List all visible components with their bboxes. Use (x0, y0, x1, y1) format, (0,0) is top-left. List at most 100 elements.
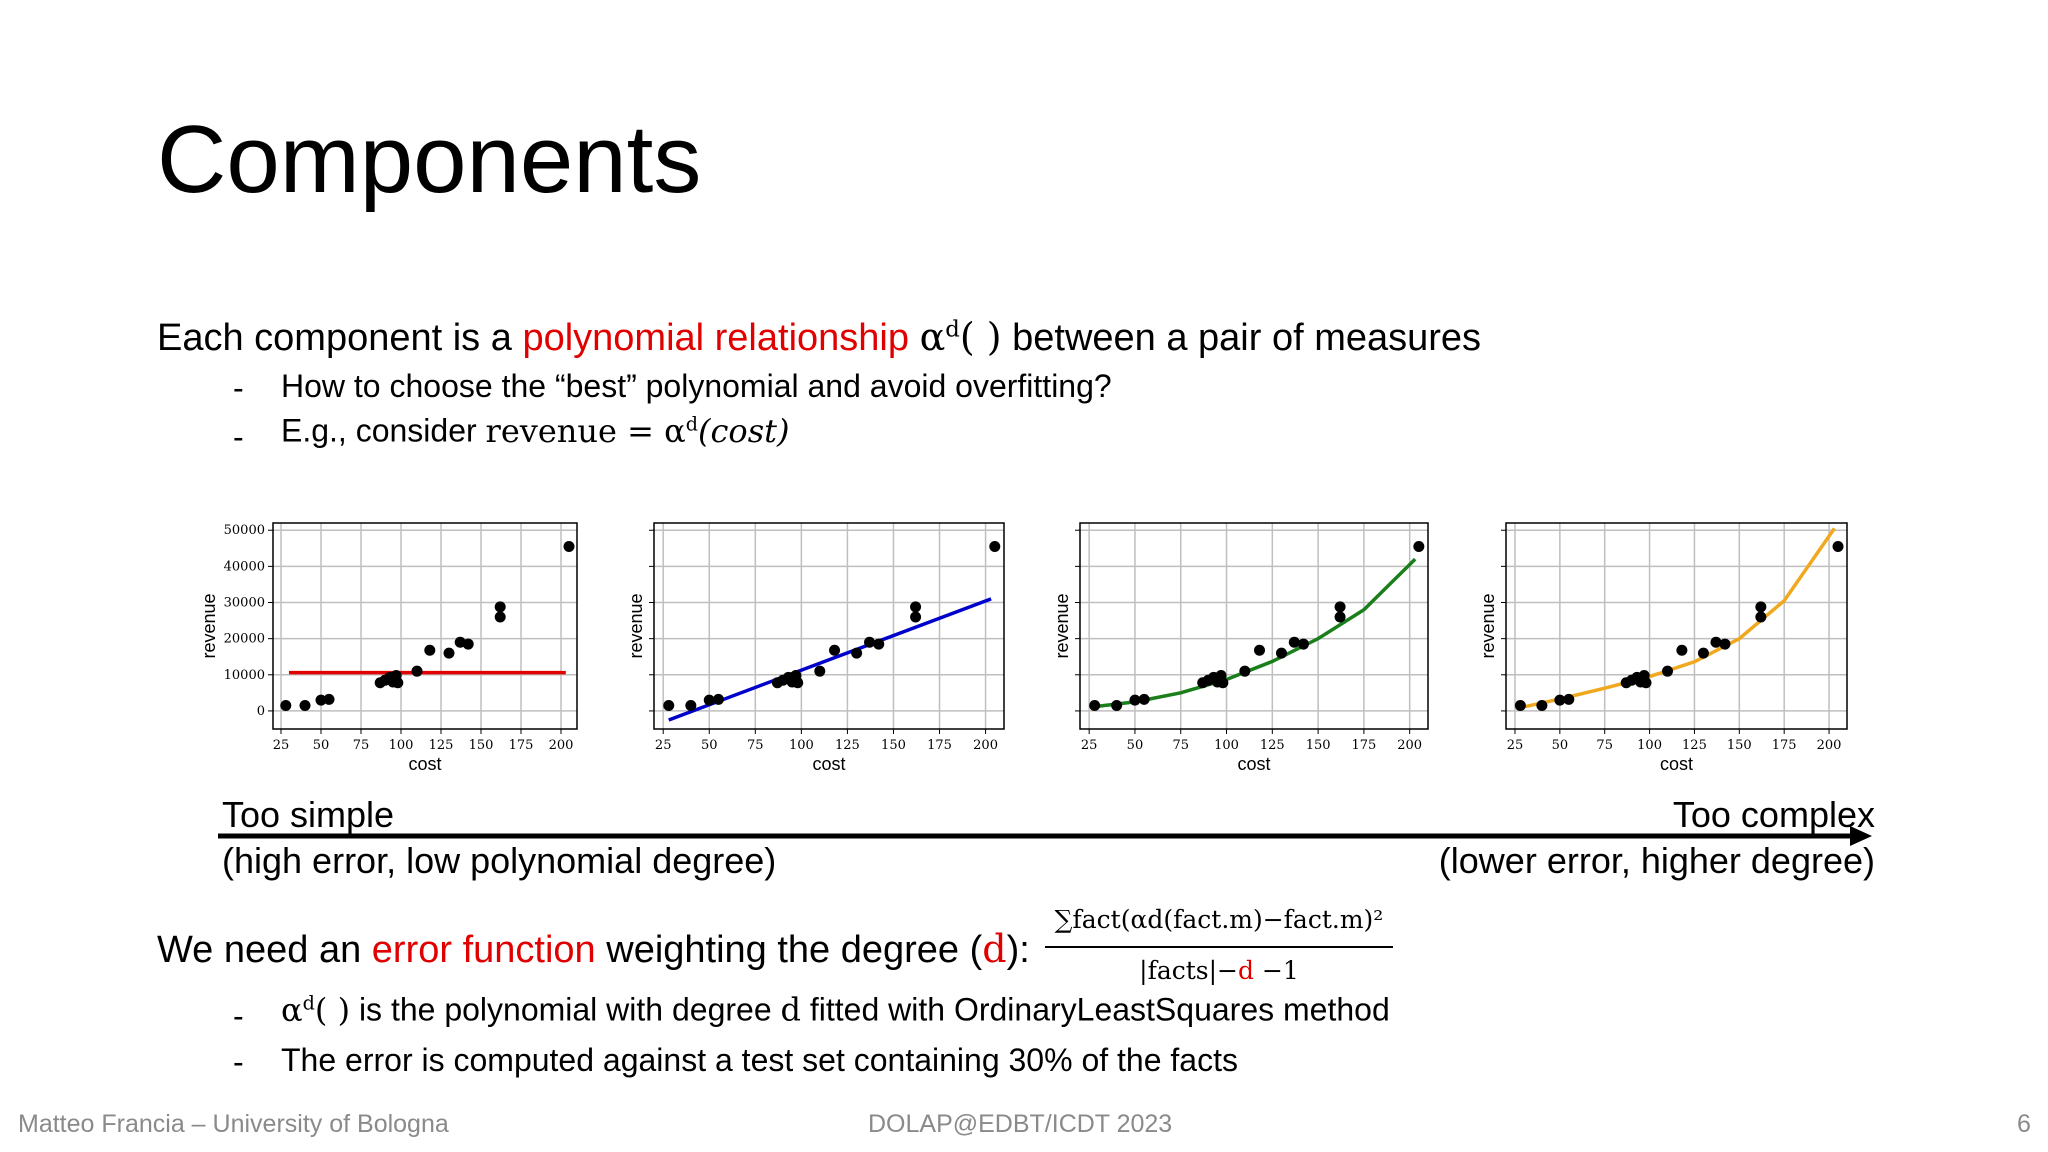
data-point (280, 700, 292, 712)
data-point (829, 644, 841, 656)
data-point (989, 540, 1001, 552)
error-formula-denominator: |facts|−d −1 (1139, 956, 1299, 985)
error-formula-numerator: ∑fact(αd(fact.m)−fact.m)² (1054, 905, 1384, 934)
data-point (1514, 700, 1526, 712)
data-point (1138, 693, 1150, 705)
bullet-text: The error is computed against a test set… (281, 1042, 1238, 1078)
intro-before: Each component is a (157, 317, 523, 359)
data-point (1334, 611, 1346, 623)
data-point (494, 611, 506, 623)
data-point (1089, 700, 1101, 712)
x-tick-label: 150 (1306, 738, 1331, 753)
x-tick-label: 150 (1727, 738, 1752, 753)
x-axis-label: cost (1660, 754, 1693, 774)
x-tick-label: 150 (881, 738, 906, 753)
x-tick-label: 100 (1637, 738, 1662, 753)
x-tick-label: 125 (429, 738, 454, 753)
x-tick-label: 50 (1127, 738, 1144, 753)
x-tick-label: 175 (1351, 738, 1376, 753)
revenue-formula: revenue = αd(cost) (485, 411, 790, 450)
bullet-dash: - (233, 419, 244, 455)
data-point (1697, 647, 1709, 659)
x-tick-label: 175 (927, 738, 952, 753)
data-point (323, 693, 335, 705)
too-simple-label: Too simple (222, 794, 395, 835)
x-axis-label: cost (812, 754, 845, 774)
x-tick-label: 175 (1772, 738, 1797, 753)
data-point (1719, 638, 1731, 650)
data-point (712, 693, 724, 705)
charts-area: 25 50 75 100 125 150 175 200 0 10000 20000 30000 400… (199, 522, 1848, 774)
y-axis-label: revenue (1052, 593, 1072, 658)
data-point (1554, 694, 1566, 706)
data-point (910, 601, 922, 613)
data-point (494, 601, 506, 613)
x-tick-label: 100 (789, 738, 814, 753)
data-point (864, 636, 876, 648)
x-tick-label: 100 (1214, 738, 1239, 753)
bullet-text: E.g., consider revenue = αd(cost) (281, 411, 790, 450)
y-tick-label: 0 (257, 704, 265, 719)
data-point (1334, 601, 1346, 613)
bullet-dash: - (233, 998, 244, 1034)
bullet-dash: - (233, 1044, 244, 1080)
data-point (1676, 644, 1688, 656)
data-point (1288, 636, 1300, 648)
too-complex-label: Too complex (1672, 794, 1875, 835)
data-point (1563, 693, 1575, 705)
error-line: We need an error function weighting the … (157, 927, 1030, 971)
data-point (1640, 677, 1652, 689)
x-tick-label: 25 (1081, 738, 1098, 753)
too-simple-detail: (high error, low polynomial degree) (222, 840, 777, 881)
bullet-dash: - (233, 370, 244, 406)
data-point (1755, 611, 1767, 623)
slide-title: Components (157, 106, 702, 213)
data-point (1111, 700, 1123, 712)
data-point (392, 677, 404, 689)
intro-line: Each component is a polynomial relations… (157, 318, 1481, 357)
x-axis-label: cost (408, 754, 441, 774)
data-point (1413, 540, 1425, 552)
data-point (411, 665, 423, 677)
intro-after: between a pair of measures (1001, 317, 1482, 359)
data-point (1662, 665, 1674, 677)
data-point (851, 647, 863, 659)
complexity-arrow (218, 826, 1872, 846)
x-tick-label: 125 (1260, 738, 1285, 753)
x-tick-label: 25 (273, 738, 290, 753)
y-tick-label: 30000 (224, 596, 265, 611)
data-point (462, 638, 474, 650)
error-highlight: error function (371, 929, 596, 971)
x-tick-label: 150 (469, 738, 494, 753)
data-point (563, 540, 575, 552)
y-axis-label: revenue (199, 593, 219, 658)
x-tick-label: 25 (655, 738, 672, 753)
plot-frame (272, 522, 578, 730)
plot-frame (1079, 522, 1429, 730)
x-tick-label: 25 (1507, 738, 1524, 753)
x-tick-label: 50 (1552, 738, 1569, 753)
intro-math: αd( ) (919, 315, 1002, 359)
x-tick-label: 75 (747, 738, 764, 753)
y-tick-label: 20000 (224, 632, 265, 647)
x-tick-label: 75 (353, 738, 370, 753)
data-point (663, 700, 675, 712)
data-point (792, 677, 804, 689)
bullet-text: αd( ) is the polynomial with degree d fi… (281, 990, 1390, 1029)
x-tick-label: 200 (1397, 738, 1422, 753)
data-point (1710, 636, 1722, 648)
too-complex-detail: (lower error, higher degree) (1438, 840, 1875, 881)
data-point (1275, 647, 1287, 659)
y-axis-label: revenue (626, 593, 646, 658)
y-tick-label: 10000 (224, 668, 265, 683)
data-point (443, 647, 455, 659)
data-point (685, 700, 697, 712)
plot-frame (653, 522, 1005, 730)
data-point (703, 694, 715, 706)
degree-var: d (982, 927, 1007, 971)
data-point (873, 638, 885, 650)
x-tick-label: 100 (389, 738, 414, 753)
data-point (814, 665, 826, 677)
bullet-text: How to choose the “best” polynomial and … (281, 368, 1112, 404)
x-tick-label: 175 (509, 738, 534, 753)
